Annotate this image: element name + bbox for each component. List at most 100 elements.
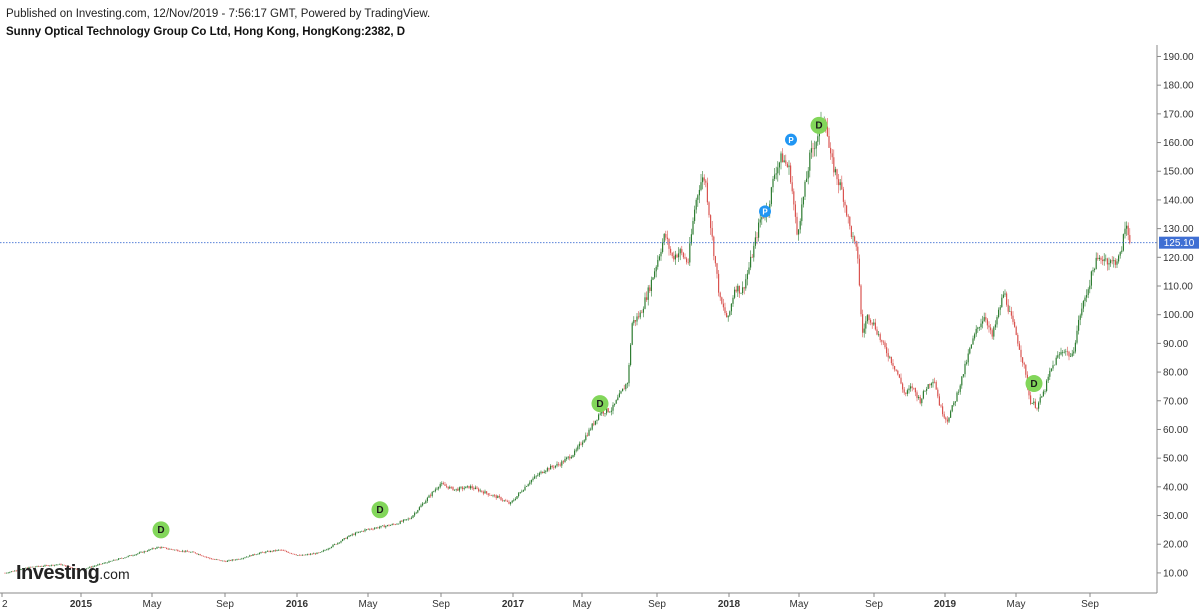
- candle-body: [810, 148, 812, 153]
- candle-body: [599, 413, 601, 415]
- candle-body: [1095, 257, 1097, 269]
- candle-body: [623, 388, 625, 390]
- candle-body: [194, 552, 196, 554]
- candle-body: [402, 519, 404, 522]
- candle-body: [914, 388, 916, 393]
- candle-body: [226, 560, 228, 562]
- candle-body: [223, 560, 225, 562]
- candle-body: [361, 530, 363, 532]
- candle-body: [434, 489, 436, 492]
- candle-body: [450, 486, 452, 488]
- candle-body: [585, 435, 587, 441]
- dividend-marker-label: D: [376, 505, 383, 516]
- candle-body: [79, 569, 81, 571]
- candle-body: [895, 369, 897, 371]
- candle-body: [239, 559, 241, 560]
- candle-body: [358, 531, 360, 533]
- x-tick-label: May: [143, 599, 162, 610]
- y-tick-label: 90.00: [1163, 339, 1188, 350]
- candle-body: [916, 392, 918, 398]
- candle-body: [892, 363, 894, 366]
- candle-body: [516, 496, 518, 499]
- candle-body: [124, 557, 126, 559]
- candle-body: [948, 417, 950, 422]
- candle-body: [889, 356, 891, 358]
- y-tick-label: 160.00: [1163, 138, 1194, 149]
- candle-body: [1084, 297, 1086, 301]
- candle-body: [1124, 228, 1126, 235]
- candle-body: [770, 187, 772, 205]
- candle-body: [650, 279, 652, 291]
- candle-body: [415, 512, 417, 514]
- candle-body: [284, 550, 286, 552]
- candle-body: [860, 285, 862, 315]
- candle-body: [319, 552, 321, 553]
- candle-body: [38, 565, 40, 567]
- candle-body: [903, 389, 905, 393]
- candle-body: [63, 564, 65, 566]
- candle-body: [836, 169, 838, 180]
- candle-body: [214, 559, 216, 560]
- candle-body: [234, 559, 236, 561]
- candle-body: [542, 471, 544, 474]
- candle-body: [188, 551, 190, 553]
- candle-body: [842, 189, 844, 202]
- candle-body: [977, 327, 979, 329]
- y-tick-label: 40.00: [1163, 482, 1188, 493]
- candle-body: [972, 338, 974, 345]
- candle-body: [375, 527, 377, 529]
- y-tick-label: 130.00: [1163, 224, 1194, 235]
- x-axis[interactable]: 2 2015 May Sep 2016 May Sep 2017 May Sep 2018 May Se…: [0, 592, 1157, 610]
- candle-body: [140, 551, 142, 553]
- candle-body: [166, 547, 168, 549]
- candle-body: [529, 482, 531, 485]
- candle-body: [575, 449, 577, 451]
- candle-body: [204, 556, 206, 558]
- candle-body: [774, 174, 776, 179]
- candle-body: [482, 491, 484, 494]
- candle-body: [1070, 356, 1072, 357]
- candle-body: [942, 406, 944, 415]
- candle-body: [26, 567, 28, 569]
- candle-body: [756, 237, 758, 239]
- candle-body: [494, 495, 496, 496]
- candle-body: [1046, 380, 1048, 391]
- candle-body: [1030, 395, 1032, 404]
- candle-body: [884, 342, 886, 348]
- candle-body: [526, 486, 528, 487]
- candle-body: [569, 456, 571, 459]
- candle-body: [521, 491, 523, 493]
- candle-body: [986, 319, 988, 326]
- candle-body: [418, 507, 420, 511]
- candle-body: [1066, 351, 1068, 353]
- candle-body: [353, 534, 355, 535]
- candle-body: [159, 547, 161, 549]
- candle-body: [108, 561, 110, 563]
- candle-body: [1097, 257, 1099, 260]
- candle-body: [23, 568, 25, 569]
- candle-body: [1082, 300, 1084, 309]
- candle-body: [902, 383, 904, 390]
- candle-body: [265, 551, 267, 553]
- candle-body: [778, 162, 780, 168]
- y-axis[interactable]: 10.00 20.00 30.00 40.00 50.00 60.00 70.00 80.00…: [1156, 45, 1194, 593]
- candle-body: [849, 216, 851, 227]
- candle-body: [329, 547, 331, 549]
- candle-body: [594, 420, 596, 425]
- candle-body: [313, 553, 315, 555]
- y-tick-label: 110.00: [1163, 282, 1193, 293]
- candle-body: [367, 529, 369, 530]
- candle-body: [487, 493, 489, 495]
- candle-body: [31, 566, 33, 568]
- candle-body: [646, 297, 648, 300]
- candle-body: [918, 396, 920, 398]
- candle-body: [332, 544, 334, 547]
- candle-body: [530, 479, 532, 483]
- candle-body: [412, 515, 414, 518]
- candle-body: [711, 228, 713, 237]
- candle-body: [161, 547, 163, 549]
- candle-body: [270, 550, 272, 552]
- candle-body: [975, 328, 977, 335]
- candle-body: [673, 256, 675, 260]
